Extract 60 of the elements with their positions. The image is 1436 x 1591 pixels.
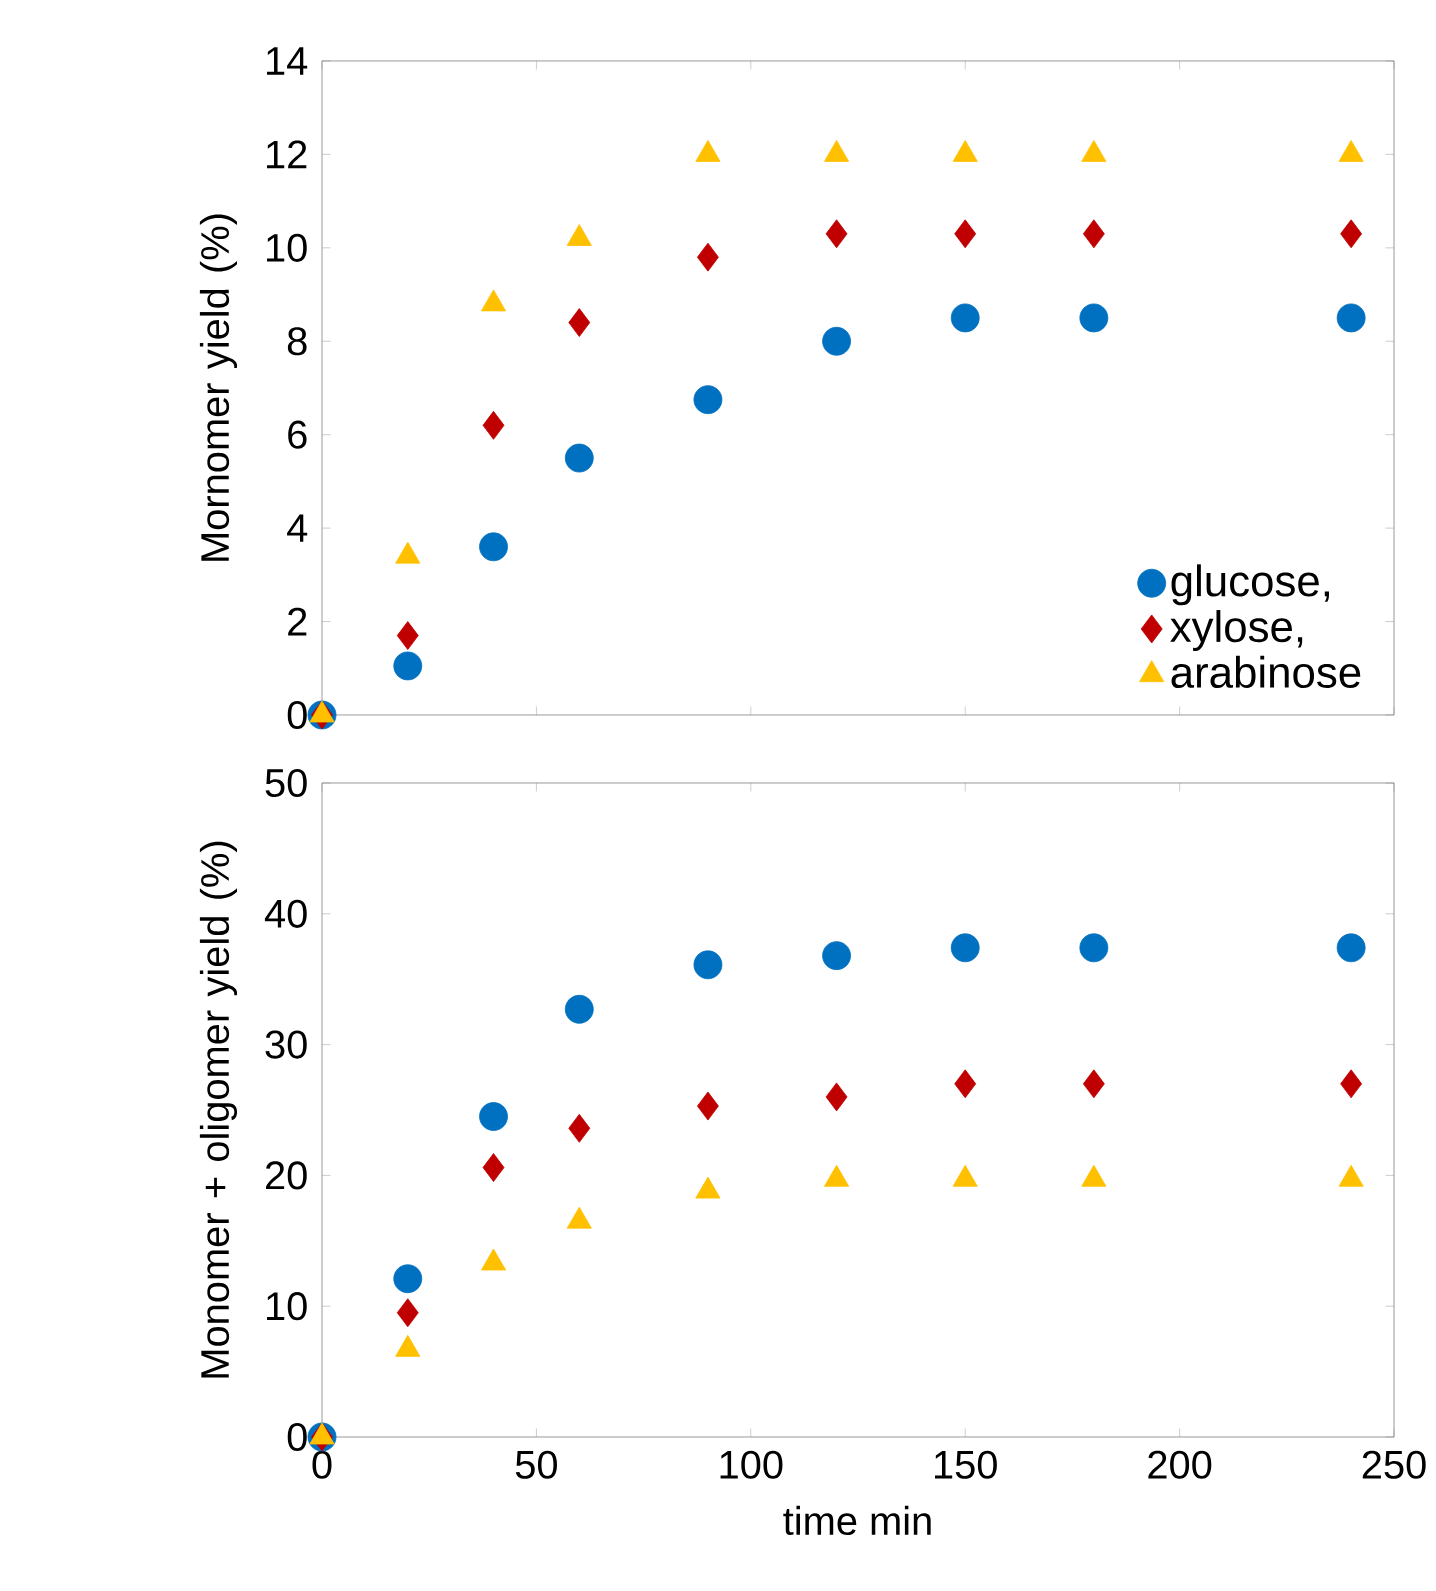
y-tick-label: 8 [287,327,307,356]
point [482,1153,505,1182]
point [564,994,594,1024]
point [954,219,977,249]
x-tick-label: 0 [312,1450,332,1479]
point [568,1113,591,1143]
legend-label: arabinose [1171,655,1361,688]
point [822,941,851,971]
x-tick-label: 100 [720,1450,783,1479]
point [481,1248,507,1271]
point [479,532,508,562]
point [693,950,723,980]
point [393,651,423,681]
point [1336,303,1366,333]
point [697,1091,719,1121]
y-tick-label: 40 [264,899,307,928]
y-tick-label: 12 [267,140,307,169]
point [1079,933,1109,963]
point [309,1422,335,1445]
point [693,385,723,415]
point [822,326,851,356]
point [697,242,719,272]
point [1079,303,1109,333]
y-tick-label: 6 [288,420,307,449]
y-tick-label: 10 [267,233,307,262]
x-axis-title: time min [783,1505,931,1536]
y-axis-title: Mornomer yield (%) [199,214,238,561]
point [395,1334,421,1357]
x-tick-label: 200 [1148,1450,1212,1479]
x-tick-label: 50 [515,1450,557,1479]
point [950,303,980,333]
point [825,219,848,249]
y-tick-label: 2 [288,607,307,636]
y-tick-label: 30 [265,1030,307,1059]
y-tick-label: 20 [266,1161,307,1190]
y-tick-label: 10 [267,1292,307,1321]
y-tick-label: 0 [287,700,307,730]
point [396,621,419,650]
point [564,443,594,473]
point [479,1102,508,1131]
point [568,308,591,337]
point [482,410,505,440]
legend-label: xylose, [1170,610,1303,651]
y-tick-label: 50 [265,768,307,798]
y-tick-label: 4 [287,514,308,542]
point [1340,219,1363,249]
point [954,1069,977,1099]
y-tick-label: 0 [287,1422,307,1452]
y-axis-title: Monomer + oligomer yield (%) [199,841,238,1378]
point [1340,1069,1363,1099]
point [566,1206,592,1229]
y-tick-label: 14 [267,47,308,75]
point [1336,933,1366,963]
x-tick-label: 150 [935,1450,997,1479]
legend-label: glucose, [1171,564,1329,606]
x-tick-label: 250 [1362,1450,1426,1479]
point [1082,1069,1105,1099]
point [950,933,980,963]
point [825,1082,848,1112]
point [1082,219,1105,249]
